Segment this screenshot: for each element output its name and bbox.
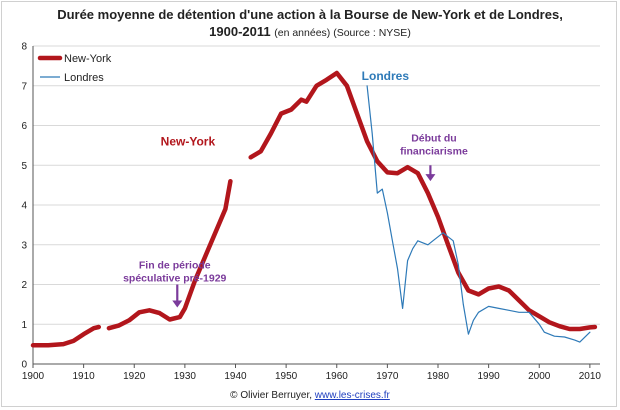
x-tick-label-1900: 1900 (22, 371, 45, 382)
x-tick-label-1940: 1940 (224, 371, 247, 382)
y-tick-label-1: 1 (21, 320, 27, 331)
x-tick-label-1990: 1990 (478, 371, 501, 382)
x-tick-label-1930: 1930 (174, 371, 197, 382)
annotation-debut-financiarisme-arrow-head (425, 174, 436, 182)
y-tick-label-6: 6 (21, 121, 27, 132)
series-newyork-line-2 (248, 70, 598, 332)
annotation-label-ny: New-York (161, 134, 216, 148)
legend-label-londres: Londres (64, 72, 104, 84)
x-tick-label-2000: 2000 (528, 371, 551, 382)
y-tick-label-3: 3 (21, 240, 27, 251)
annotation-label-londres: Londres (362, 69, 410, 83)
annotation-debut-financiarisme-line2: financiarisme (400, 145, 468, 157)
chart-title: Durée moyenne de détention d'une action … (0, 6, 620, 42)
chart-credit: © Olivier Berruyer, www.les-crises.fr (0, 390, 620, 401)
annotation-fin-periode-line2: spéculative pré-1929 (123, 273, 226, 285)
series-newyork-line-1 (106, 178, 233, 331)
y-tick-label-7: 7 (21, 81, 27, 92)
chart-title-units: (en années) (Source : NYSE) (274, 27, 411, 39)
annotation-fin-periode: Fin de période (139, 260, 211, 272)
y-tick-label-2: 2 (21, 280, 27, 291)
annotation-debut-financiarisme: Début du (411, 132, 457, 144)
chart-title-line1: Durée moyenne de détention d'une action … (57, 7, 563, 22)
x-tick-label-1980: 1980 (427, 371, 450, 382)
x-tick-label-1910: 1910 (73, 371, 96, 382)
series-newyork-line-0 (30, 324, 102, 348)
y-tick-label-5: 5 (21, 161, 27, 172)
x-tick-label-1950: 1950 (275, 371, 298, 382)
x-tick-label-2010: 2010 (579, 371, 602, 382)
x-tick-label-1970: 1970 (376, 371, 399, 382)
chart-title-line2: 1900-2011 (en années) (Source : NYSE) (0, 23, 620, 42)
chart-title-years: 1900-2011 (209, 24, 271, 39)
y-tick-label-0: 0 (21, 360, 27, 371)
y-tick-label-8: 8 (21, 42, 27, 53)
series-londres-line-0 (366, 85, 591, 343)
y-tick-label-4: 4 (21, 201, 27, 212)
x-tick-label-1920: 1920 (123, 371, 146, 382)
legend-label-newyork: New-York (64, 53, 112, 65)
x-tick-label-1960: 1960 (326, 371, 349, 382)
annotation-fin-periode-arrow-head (172, 300, 183, 308)
credit-link[interactable]: www.les-crises.fr (314, 390, 390, 401)
credit-author: © Olivier Berruyer, (230, 390, 313, 401)
